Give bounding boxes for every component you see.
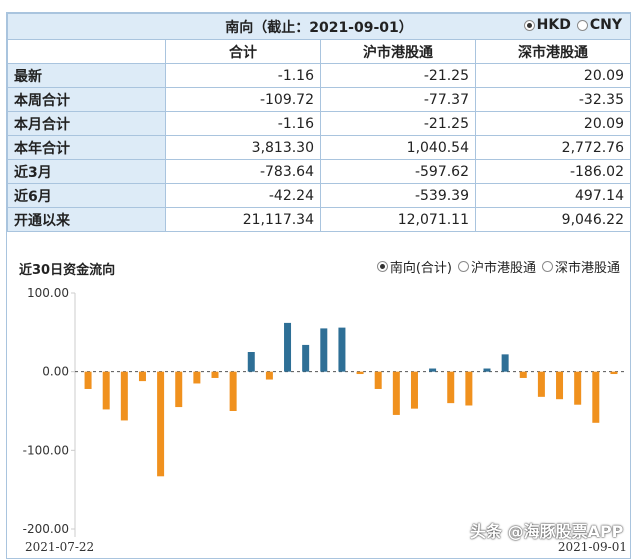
column-header-shanghai: 沪市港股通 [320,39,476,64]
row-label: 最新 [7,63,166,88]
series-option-total[interactable]: 南向(合计) [376,257,452,276]
column-header-total: 合计 [165,39,321,64]
southbound-flow-widget: 南向（截止：2021-09-01） HKD CNY 合计 沪市港股通 深市港股通 [6,12,631,559]
value-cell: 1,040.54 [320,135,476,160]
chart-bar [392,371,400,415]
value-cell: 21,117.34 [165,207,321,232]
currency-option-hkd[interactable]: HKD [523,17,571,33]
y-tick-label: 0.00 [42,365,69,379]
table-row: 近3月 -783.64 -597.62 -186.02 [7,159,631,184]
chart-bar [501,354,509,372]
value-cell: -1.16 [165,111,321,136]
value-cell: 9,046.22 [475,207,631,232]
y-tick-label: -100.00 [23,443,69,457]
value-cell: 20.09 [475,111,631,136]
chart-bar [592,371,600,423]
corner-cell [7,39,166,64]
row-label: 本月合计 [7,111,166,136]
value-cell: -539.39 [320,183,476,208]
value-cell: -783.64 [165,159,321,184]
chart-bar [356,371,364,375]
chart-bar [483,368,491,372]
chart-bar [574,371,582,405]
value-cell: -42.24 [165,183,321,208]
radio-unselected-icon[interactable] [457,261,469,272]
chart-bar [193,371,201,384]
series-option-shenzhen[interactable]: 深市港股通 [541,257,620,276]
table-row: 近6月 -42.24 -539.39 497.14 [7,183,631,208]
column-header-shenzhen: 深市港股通 [475,39,631,64]
row-label: 本周合计 [7,87,166,112]
chart-bar [519,371,527,378]
watermark: 头条 @海豚股票APP [470,522,624,541]
table-row: 开通以来 21,117.34 12,071.11 9,046.22 [7,207,631,232]
chart-bar [320,328,328,372]
chart-bar [120,371,128,421]
chart-bar [429,368,437,372]
chart-bar [447,371,455,404]
chart-bar [84,371,92,389]
x-end-label: 2021-09-01 [558,540,627,554]
chart-labels: 100.00 0.00 -100.00 -200.00 2021-07-22 2021-0… [23,286,627,554]
value-cell: -186.02 [475,159,631,184]
chart-bar [374,371,382,389]
chart-title: 近30日资金流向 [19,263,116,278]
radio-unselected-icon[interactable] [541,261,553,272]
value-cell: -21.25 [320,63,476,88]
value-cell: 2,772.76 [475,135,631,160]
radio-selected-icon[interactable] [523,19,535,31]
chart-bar [465,371,473,406]
chart-bar [211,371,219,378]
chart-bar [410,371,418,409]
value-cell: -1.16 [165,63,321,88]
chart-bar [284,322,292,372]
chart-bar [175,371,183,408]
table-row: 最新 -1.16 -21.25 20.09 [7,63,631,88]
value-cell: 12,071.11 [320,207,476,232]
chart-bar [302,344,310,372]
value-cell: -77.37 [320,87,476,112]
chart-bar [556,371,564,400]
currency-switch: HKD CNY [520,17,622,33]
y-tick-label: -200.00 [23,522,69,536]
value-cell: -597.62 [320,159,476,184]
value-cell: -32.35 [475,87,631,112]
x-start-label: 2021-07-22 [25,540,94,554]
row-label: 近3月 [7,159,166,184]
value-cell: 497.14 [475,183,631,208]
chart-bar [157,371,165,477]
chart-bar [102,371,110,410]
chart-bar [537,371,545,397]
chart-bar [138,371,146,382]
series-switch: 南向(合计) 沪市港股通 深市港股通 [376,257,620,276]
chart-bar [265,371,273,380]
row-label: 开通以来 [7,207,166,232]
flow-summary-table: 南向（截止：2021-09-01） HKD CNY 合计 沪市港股通 深市港股通 [7,13,631,232]
value-cell: -21.25 [320,111,476,136]
radio-selected-icon[interactable] [376,261,388,272]
table-header: 南向（截止：2021-09-01） HKD CNY [7,13,631,40]
chart-bar [610,371,618,375]
value-cell: 3,813.30 [165,135,321,160]
series-option-shanghai[interactable]: 沪市港股通 [457,257,536,276]
column-header-row: 合计 沪市港股通 深市港股通 [7,39,631,64]
table-row: 本周合计 -109.72 -77.37 -32.35 [7,87,631,112]
row-label: 近6月 [7,183,166,208]
radio-unselected-icon[interactable] [576,19,588,31]
currency-option-cny[interactable]: CNY [576,17,622,33]
flow-bar-chart: 100.00 0.00 -100.00 -200.00 2021-07-22 2021-0… [23,286,627,554]
y-tick-label: 100.00 [27,286,69,300]
value-cell: -109.72 [165,87,321,112]
value-cell: 20.09 [475,63,631,88]
table-row: 本月合计 -1.16 -21.25 20.09 [7,111,631,136]
chart-bar [247,352,255,372]
table-title: 南向（截止：2021-09-01） [225,19,413,36]
chart-bars [84,322,618,477]
chart-axes [71,292,625,537]
chart-bar [229,371,237,411]
row-label: 本年合计 [7,135,166,160]
chart-bar [338,327,346,372]
table-row: 本年合计 3,813.30 1,040.54 2,772.76 [7,135,631,160]
